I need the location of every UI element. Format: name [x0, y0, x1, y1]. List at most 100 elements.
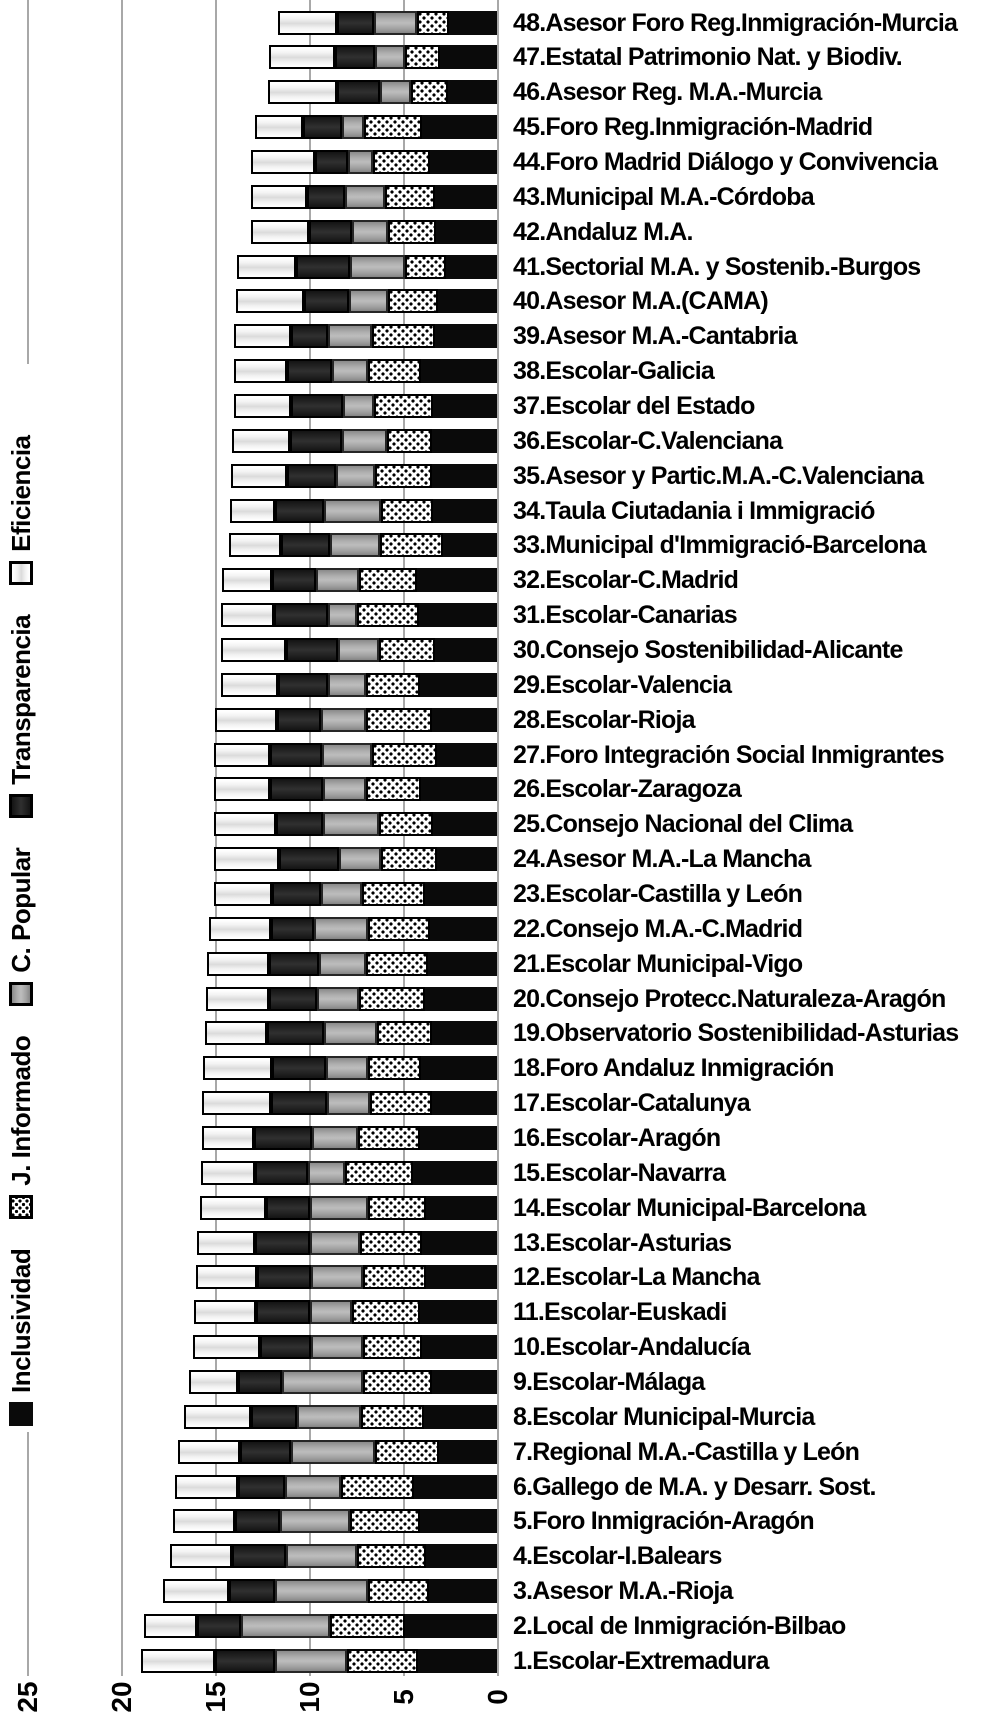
- category-label: 40.Asesor M.A.(CAMA): [513, 287, 769, 316]
- legend-swatch-jinf: [9, 1194, 33, 1219]
- bar-segment-incl: [425, 986, 498, 1011]
- bar-row: [229, 498, 498, 523]
- bar-segment-jinf: [367, 916, 430, 941]
- bar-row: [163, 1579, 498, 1604]
- bar-segment-jinf: [347, 1648, 418, 1673]
- bar-segment-transp: [255, 1230, 310, 1255]
- bar-segment-cpop: [307, 1160, 346, 1185]
- bar-segment-jinf: [380, 533, 444, 558]
- category-label: 28.Escolar-Rioja: [513, 705, 696, 734]
- bar-row: [213, 812, 498, 837]
- bar-segment-transp: [251, 1404, 298, 1429]
- bar-segment-incl: [432, 812, 498, 837]
- axis-tick-label: 10: [293, 1681, 325, 1713]
- bar-segment-efic: [213, 742, 271, 767]
- bar-segment-transp: [271, 916, 315, 941]
- bar-segment-incl: [420, 1300, 498, 1325]
- bar-row: [214, 707, 498, 732]
- category-label: 10.Escolar-Andalucía: [513, 1333, 751, 1362]
- bar-segment-jinf: [363, 1370, 432, 1395]
- bar-row: [209, 916, 498, 941]
- bar-segment-efic: [169, 1544, 232, 1569]
- bar-segment-efic: [207, 951, 270, 976]
- legend-swatch-transp: [9, 793, 33, 818]
- bar-segment-incl: [417, 1648, 498, 1673]
- bar-segment-incl: [420, 1126, 498, 1151]
- category-label: 37.Escolar del Estado: [513, 391, 755, 420]
- category-label: 46.Asesor Reg. M.A.-Murcia: [513, 78, 822, 107]
- bar-segment-jinf: [340, 1474, 414, 1499]
- category-label: 23.Escolar-Castilla y León: [513, 880, 803, 908]
- bar-segment-cpop: [332, 359, 368, 384]
- bar-segment-efic: [140, 1648, 215, 1673]
- bar-segment-cpop: [328, 672, 366, 697]
- bar-segment-incl: [421, 359, 498, 384]
- bar-segment-incl: [429, 149, 498, 174]
- category-label: 47.Estatal Patrimonio Nat. y Biodiv.: [513, 43, 903, 72]
- gridline-5: [402, 0, 405, 1676]
- bar-segment-jinf: [374, 393, 433, 418]
- bar-segment-incl: [431, 1370, 498, 1395]
- gridline-15: [214, 0, 217, 1676]
- bar-segment-incl: [443, 533, 498, 558]
- bar-segment-jinf: [363, 1335, 423, 1360]
- bar-segment-incl: [448, 10, 498, 35]
- bar-segment-cpop: [309, 1195, 368, 1220]
- bar-segment-cpop: [345, 184, 385, 209]
- bar-row: [201, 1091, 498, 1116]
- legend-swatch-cpop: [9, 981, 33, 1006]
- bar-segment-transp: [278, 847, 339, 872]
- bar-segment-transp: [289, 428, 342, 453]
- bar-segment-transp: [287, 463, 336, 488]
- bar-segment-cpop: [319, 951, 367, 976]
- bar-segment-cpop: [337, 637, 380, 662]
- bar-segment-efic: [222, 568, 273, 593]
- bar-segment-efic: [163, 1579, 229, 1604]
- axis-tick-label: 20: [105, 1681, 137, 1713]
- category-label: 15.Escolar-Navarra: [513, 1158, 726, 1187]
- category-label: 34.Taula Ciutadania i Immigració: [513, 496, 875, 525]
- bar-segment-cpop: [320, 882, 363, 906]
- legend-label: Transparencia: [5, 614, 36, 785]
- bar-segment-efic: [233, 324, 291, 349]
- bar-segment-transp: [255, 1160, 308, 1185]
- bar-segment-jinf: [356, 1544, 427, 1569]
- bar-segment-cpop: [310, 1265, 364, 1290]
- legend-swatch-efic: [9, 560, 33, 585]
- category-label: 3.Asesor M.A.-Rioja: [513, 1577, 733, 1606]
- legend-label: J. Informado: [5, 1035, 36, 1186]
- bar-segment-transp: [315, 149, 349, 174]
- category-label: 16.Escolar-Aragón: [513, 1124, 721, 1153]
- bar-segment-efic: [172, 1509, 235, 1534]
- bar-row: [188, 1370, 498, 1395]
- bar-segment-cpop: [297, 1404, 362, 1429]
- category-label: 24.Asesor M.A.-La Mancha: [513, 845, 811, 874]
- category-label: 18.Foro Andaluz Inmigración: [513, 1054, 834, 1083]
- legend: Inclusividad J. Informado C. Popular Transp…: [2, 364, 40, 1432]
- bar-segment-jinf: [372, 149, 430, 174]
- bar-segment-transp: [336, 10, 374, 35]
- category-label: 8.Escolar Municipal-Murcia: [513, 1402, 815, 1431]
- bar-segment-efic: [277, 10, 337, 35]
- bar-segment-jinf: [377, 1021, 432, 1046]
- bar-segment-incl: [420, 672, 498, 697]
- category-label: 43.Municipal M.A.-Córdoba: [513, 182, 815, 211]
- bar-segment-transp: [197, 1614, 242, 1639]
- bar-segment-incl: [427, 951, 498, 976]
- bar-segment-incl: [432, 393, 498, 418]
- bar-segment-incl: [435, 184, 498, 209]
- category-label: 41.Sectorial M.A. y Sostenib.-Burgos: [513, 252, 921, 281]
- bar-row: [233, 324, 498, 349]
- bar-segment-incl: [431, 463, 498, 488]
- bar-row: [233, 393, 498, 418]
- bar-segment-incl: [425, 882, 498, 906]
- bar-segment-transp: [290, 324, 328, 349]
- bar-segment-efic: [175, 1474, 239, 1499]
- category-label: 32.Escolar-C.Madrid: [513, 566, 739, 595]
- bar-segment-jinf: [369, 1091, 432, 1116]
- bar-segment-efic: [178, 1439, 241, 1464]
- bar-segment-transp: [272, 882, 321, 906]
- bar-segment-efic: [268, 80, 337, 105]
- bar-segment-incl: [426, 1544, 498, 1569]
